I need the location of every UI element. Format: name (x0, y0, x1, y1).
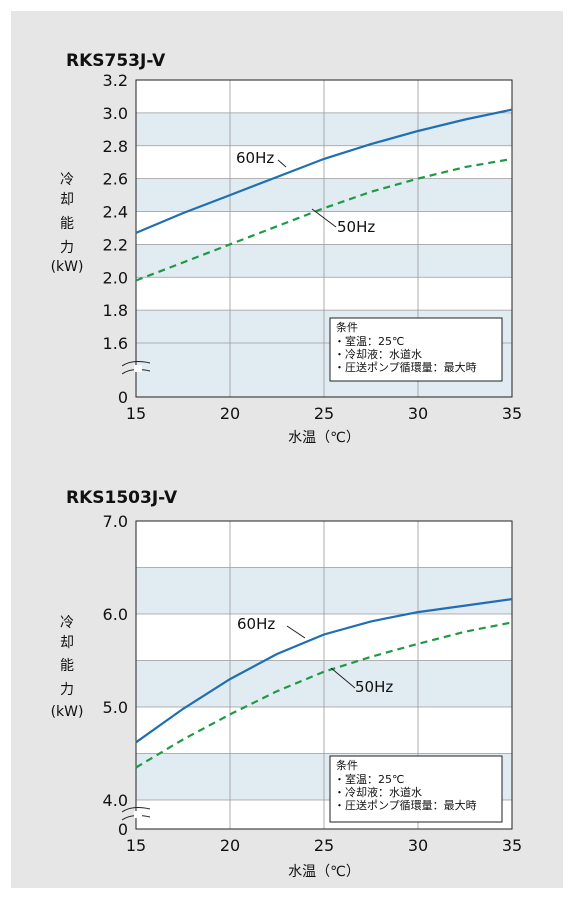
chart1-axis-break-gap (134, 365, 142, 372)
chart1-condition-line: ・室温：25℃ (334, 334, 404, 348)
chart1-y-tick-label: 3.0 (103, 104, 128, 123)
chart1-plot-frame (135, 79, 513, 398)
chart1-leader-60hz (277, 159, 287, 168)
chart1-condition-line: ・圧送ポンプ循環量：最大時 (334, 360, 477, 374)
chart2-plot-frame (135, 520, 513, 830)
chart2-x-tick-label: 25 (314, 836, 334, 855)
chart2-series-label-50hz: 50Hz (355, 678, 393, 696)
chart2-x-tick-label: 15 (126, 836, 146, 855)
chart2-y-tick-label-zero: 0 (118, 820, 128, 839)
chart1-y-axis-label: 力 (60, 240, 74, 256)
chart2-x-axis-label: 水温（℃） (288, 864, 360, 880)
chart2-condition-title: 条件 (336, 758, 358, 772)
chart2-y-axis-label: 冷 (60, 615, 74, 631)
chart2-series-50hz (135, 621, 513, 769)
chart1-y-axis-label: (kW) (51, 259, 84, 275)
chart1-y-tick-label: 2.6 (103, 170, 128, 189)
chart1-series-label-60hz: 60Hz (236, 149, 274, 167)
chart2-y-tick-label: 5.0 (103, 698, 128, 717)
chart1-series-label-50hz: 50Hz (337, 218, 375, 236)
chart1-y-axis-label: 冷 (60, 172, 74, 188)
chart1-series-60hz (135, 108, 513, 234)
chart1-x-tick-label: 20 (220, 404, 240, 423)
chart1-y-tick-label: 1.6 (103, 334, 128, 353)
chart2-y-tick-label: 4.0 (103, 791, 128, 810)
chart1-y-tick-label: 1.8 (103, 301, 128, 320)
chart2-series-label-60hz: 60Hz (237, 615, 275, 633)
chart2-leader-50hz (330, 667, 356, 689)
chart1-y-tick-label: 2.0 (103, 268, 128, 287)
chart2-series-60hz (135, 598, 513, 744)
chart2-y-axis-label: (kW) (51, 704, 84, 720)
chart1-y-tick-label: 3.2 (103, 71, 128, 90)
chart1-condition-box (329, 317, 503, 382)
chart1-y-tick-label: 2.4 (103, 203, 128, 222)
chart2-condition-line: ・室温：25℃ (334, 772, 404, 786)
chart1-x-tick-label: 30 (408, 404, 428, 423)
chart1-x-tick-label: 35 (502, 404, 522, 423)
chart1-y-tick-label-zero: 0 (118, 388, 128, 407)
chart2-condition-box (329, 755, 503, 823)
chart1-x-tick-label: 15 (126, 404, 146, 423)
chart2-y-axis-label: 能 (60, 658, 74, 674)
chart2-y-axis-label: 力 (60, 682, 74, 698)
chart2-axis-break-gap (134, 811, 142, 818)
chart1-y-axis-label: 能 (60, 216, 74, 232)
chart2-y-axis-label: 却 (60, 635, 74, 651)
chart1-x-axis-label: 水温（℃） (288, 430, 360, 446)
chart2-condition-line: ・冷却液：水道水 (334, 785, 422, 799)
chart2-y-tick-label: 6.0 (103, 605, 128, 624)
chart1-title: RKS753J-V (66, 51, 166, 71)
chart1-y-axis-label: 却 (60, 192, 74, 208)
chart1-condition-title: 条件 (336, 320, 358, 334)
chart1-condition-line: ・冷却液：水道水 (334, 347, 422, 361)
chart2-x-tick-label: 30 (408, 836, 428, 855)
chart1-y-tick-label: 2.2 (103, 235, 128, 254)
chart2-leader-60hz (286, 625, 306, 639)
chart2-x-tick-label: 35 (502, 836, 522, 855)
chart2-condition-line: ・圧送ポンプ循環量：最大時 (334, 798, 477, 812)
chart1-y-tick-label: 2.8 (103, 137, 128, 156)
chart1-leader-50hz (311, 208, 337, 228)
chart2-x-tick-label: 20 (220, 836, 240, 855)
chart1-x-tick-label: 25 (314, 404, 334, 423)
chart1-axis-break-mark (121, 361, 151, 367)
chart2-title: RKS1503J-V (66, 488, 178, 508)
chart2-y-tick-label: 7.0 (103, 512, 128, 531)
chart2-axis-break-mark (121, 807, 151, 813)
